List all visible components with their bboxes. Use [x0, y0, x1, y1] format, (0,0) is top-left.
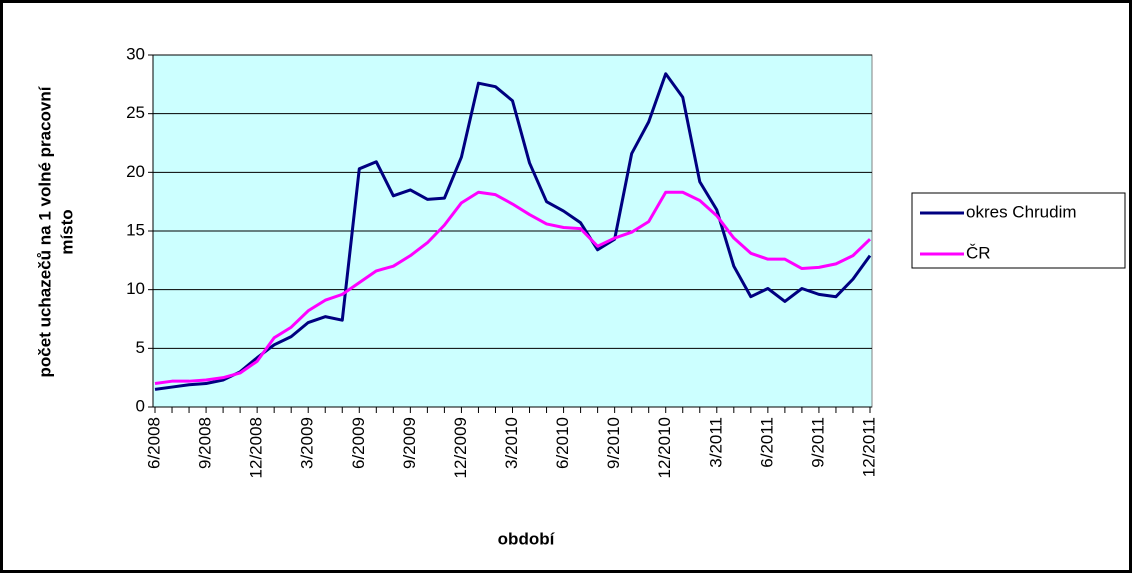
- y-tick-label: 30: [126, 44, 145, 63]
- x-tick-label: 3/2009: [298, 417, 317, 469]
- x-tick-label: 12/2009: [451, 417, 470, 478]
- y-tick-label: 10: [126, 279, 145, 298]
- y-tick-label: 5: [136, 338, 145, 357]
- x-tick-label: 12/2010: [655, 417, 674, 478]
- y-tick-label: 20: [126, 162, 145, 181]
- x-tick-label: 9/2010: [604, 417, 623, 469]
- y-axis-title: místo: [57, 209, 76, 254]
- y-tick-label: 25: [126, 103, 145, 122]
- y-axis-title: počet uchazečů na 1 volné pracovní: [35, 85, 54, 377]
- x-tick-label: 12/2008: [247, 417, 266, 478]
- x-tick-label: 6/2009: [349, 417, 368, 469]
- x-tick-label: 6/2011: [757, 417, 776, 468]
- x-tick-label: 9/2008: [196, 417, 215, 469]
- x-tick-label: 9/2009: [400, 417, 419, 469]
- legend-label: ČR: [966, 243, 991, 262]
- data-line: [154, 72, 872, 391]
- y-tick-label: 0: [136, 396, 145, 415]
- legend-label: okres Chrudim: [966, 202, 1077, 221]
- x-tick-label: 6/2008: [144, 417, 163, 469]
- x-tick-label: 3/2010: [502, 417, 521, 469]
- y-tick-label: 15: [126, 220, 145, 239]
- x-axis-title: období: [498, 529, 556, 548]
- x-tick-label: 6/2010: [553, 417, 572, 469]
- data-line: [154, 190, 872, 386]
- x-tick-label: 3/2011: [706, 417, 725, 468]
- x-tick-label: 12/2011: [859, 417, 878, 477]
- x-tick-label: 9/2011: [808, 417, 827, 468]
